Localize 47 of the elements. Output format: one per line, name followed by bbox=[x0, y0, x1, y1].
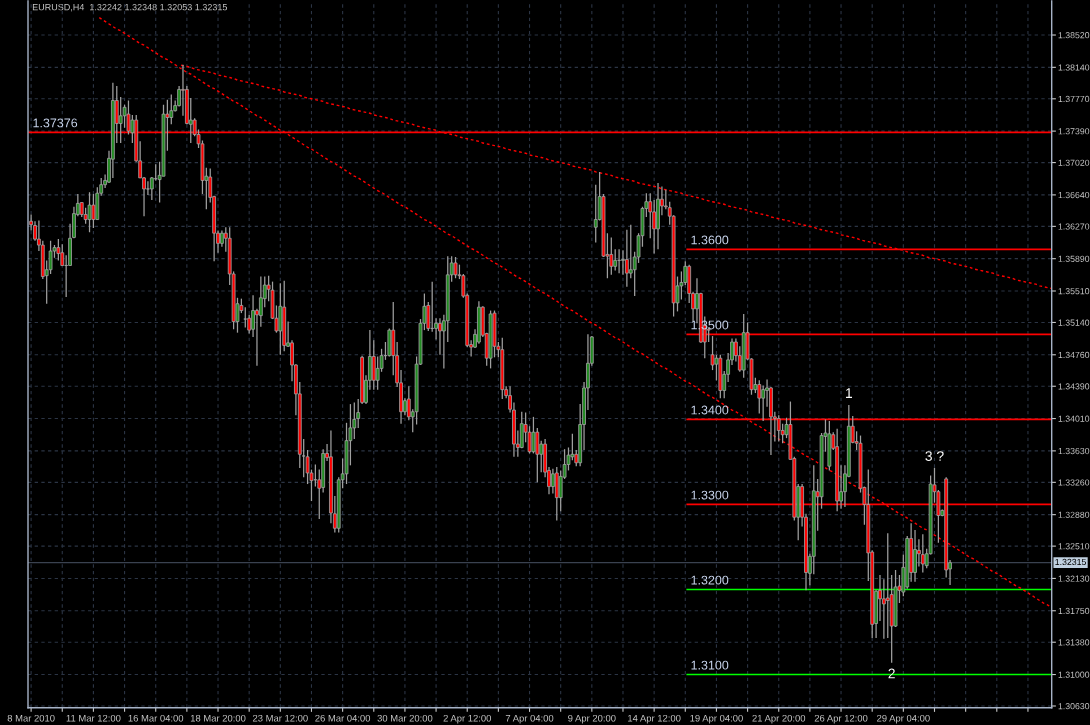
series-label: 1.3600 bbox=[691, 235, 729, 245]
y-tick-label: 1.37770 bbox=[1058, 95, 1090, 103]
y-tick-label: 1.31750 bbox=[1058, 607, 1090, 615]
x-tick-label: 16 Mar 04:00 bbox=[128, 714, 184, 722]
x-tick-label: 26 Apr 12:00 bbox=[814, 714, 868, 724]
x-tick-label: 21 Apr 20:00 bbox=[752, 714, 806, 724]
y-tick-label: 1.34760 bbox=[1058, 351, 1090, 359]
x-tick-label: 2 Apr 12:00 bbox=[443, 714, 492, 724]
x-tick-label: 29 Apr 04:00 bbox=[877, 714, 930, 724]
x-tick-label: 30 Mar 20:00 bbox=[377, 714, 433, 722]
x-tick-label: 7 Apr 04:00 bbox=[505, 714, 554, 724]
y-tick-label: 1.33260 bbox=[1058, 479, 1090, 486]
y-tick-label: 1.32880 bbox=[1058, 511, 1090, 518]
y-tick-label: 1.36640 bbox=[1058, 191, 1090, 199]
y-tick-label: 1.38140 bbox=[1058, 64, 1090, 71]
x-tick-label: 23 Mar 12:00 bbox=[252, 714, 308, 722]
y-tick-label: 1.33630 bbox=[1058, 447, 1090, 455]
y-tick-label: 1.31380 bbox=[1058, 639, 1090, 646]
y-tick-label: 1.34390 bbox=[1058, 383, 1090, 390]
x-tick-label: 8 Mar 2010 bbox=[7, 714, 55, 722]
series-label: 1.3300 bbox=[691, 490, 729, 500]
series-label: 1.37376 bbox=[33, 118, 78, 128]
series-label: 1.3400 bbox=[691, 405, 729, 415]
y-tick-label: 1.32510 bbox=[1058, 543, 1090, 550]
x-tick-label: 9 Apr 20:00 bbox=[568, 714, 616, 724]
x-tick-label: 26 Mar 04:00 bbox=[315, 714, 371, 722]
x-tick-label: 18 Mar 20:00 bbox=[190, 714, 246, 722]
series-label: 1.3100 bbox=[691, 660, 729, 670]
x-tick-label: 14 Apr 12:00 bbox=[628, 714, 681, 724]
y-tick-label: 1.34010 bbox=[1058, 415, 1090, 422]
y-tick-label: 1.38520 bbox=[1058, 32, 1090, 39]
series-label: 1.3200 bbox=[691, 575, 729, 585]
y-tick-label: 1.31000 bbox=[1058, 671, 1090, 678]
chart-title: EURUSD,H4 1.32242 1.32348 1.32053 1.32315 bbox=[32, 3, 228, 12]
y-tick-label: 1.35140 bbox=[1058, 319, 1090, 326]
x-tick-label: 19 Apr 04:00 bbox=[690, 714, 743, 724]
y-tick-label: 1.35890 bbox=[1058, 255, 1090, 262]
annotation: 3 ? bbox=[925, 451, 944, 461]
annotation: 1 bbox=[846, 388, 853, 398]
y-tick-label: 1.35510 bbox=[1058, 288, 1090, 295]
y-tick-label: 1.30630 bbox=[1058, 703, 1090, 710]
ref-line-label: 1.32315 bbox=[1055, 558, 1087, 566]
y-tick-label: 1.37390 bbox=[1058, 128, 1090, 135]
y-tick-label: 1.32130 bbox=[1058, 575, 1090, 582]
x-tick-label: 11 Mar 12:00 bbox=[66, 714, 121, 722]
y-tick-label: 1.36270 bbox=[1058, 223, 1090, 230]
y-tick-label: 1.37020 bbox=[1058, 159, 1090, 166]
